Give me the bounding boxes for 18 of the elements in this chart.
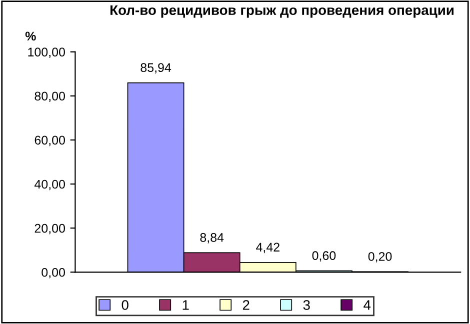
legend-label: 2 (242, 300, 250, 310)
data-label: 0,60 (312, 251, 336, 262)
data-label: 85,94 (140, 63, 172, 74)
y-tick-label: 80,00 (34, 92, 65, 102)
y-tick-label: 0,00 (42, 268, 65, 278)
y-tick-label: 100,00 (28, 48, 65, 58)
chart-title: Кол-во рецидивов грыж до проведения операции (110, 5, 454, 18)
legend-label: 1 (182, 300, 189, 310)
data-label: 0,20 (368, 252, 392, 262)
data-label: 4,42 (256, 242, 280, 254)
data-label: 8,84 (200, 233, 224, 244)
legend-label: 0 (122, 300, 128, 310)
y-tick-label: 40,00 (34, 180, 65, 190)
legend-label: 3 (303, 300, 310, 310)
y-tick-label: 20,00 (34, 224, 65, 234)
y-axis-title: % (25, 32, 36, 41)
y-tick-label: 60,00 (34, 136, 65, 146)
legend-label: 4 (364, 300, 371, 310)
